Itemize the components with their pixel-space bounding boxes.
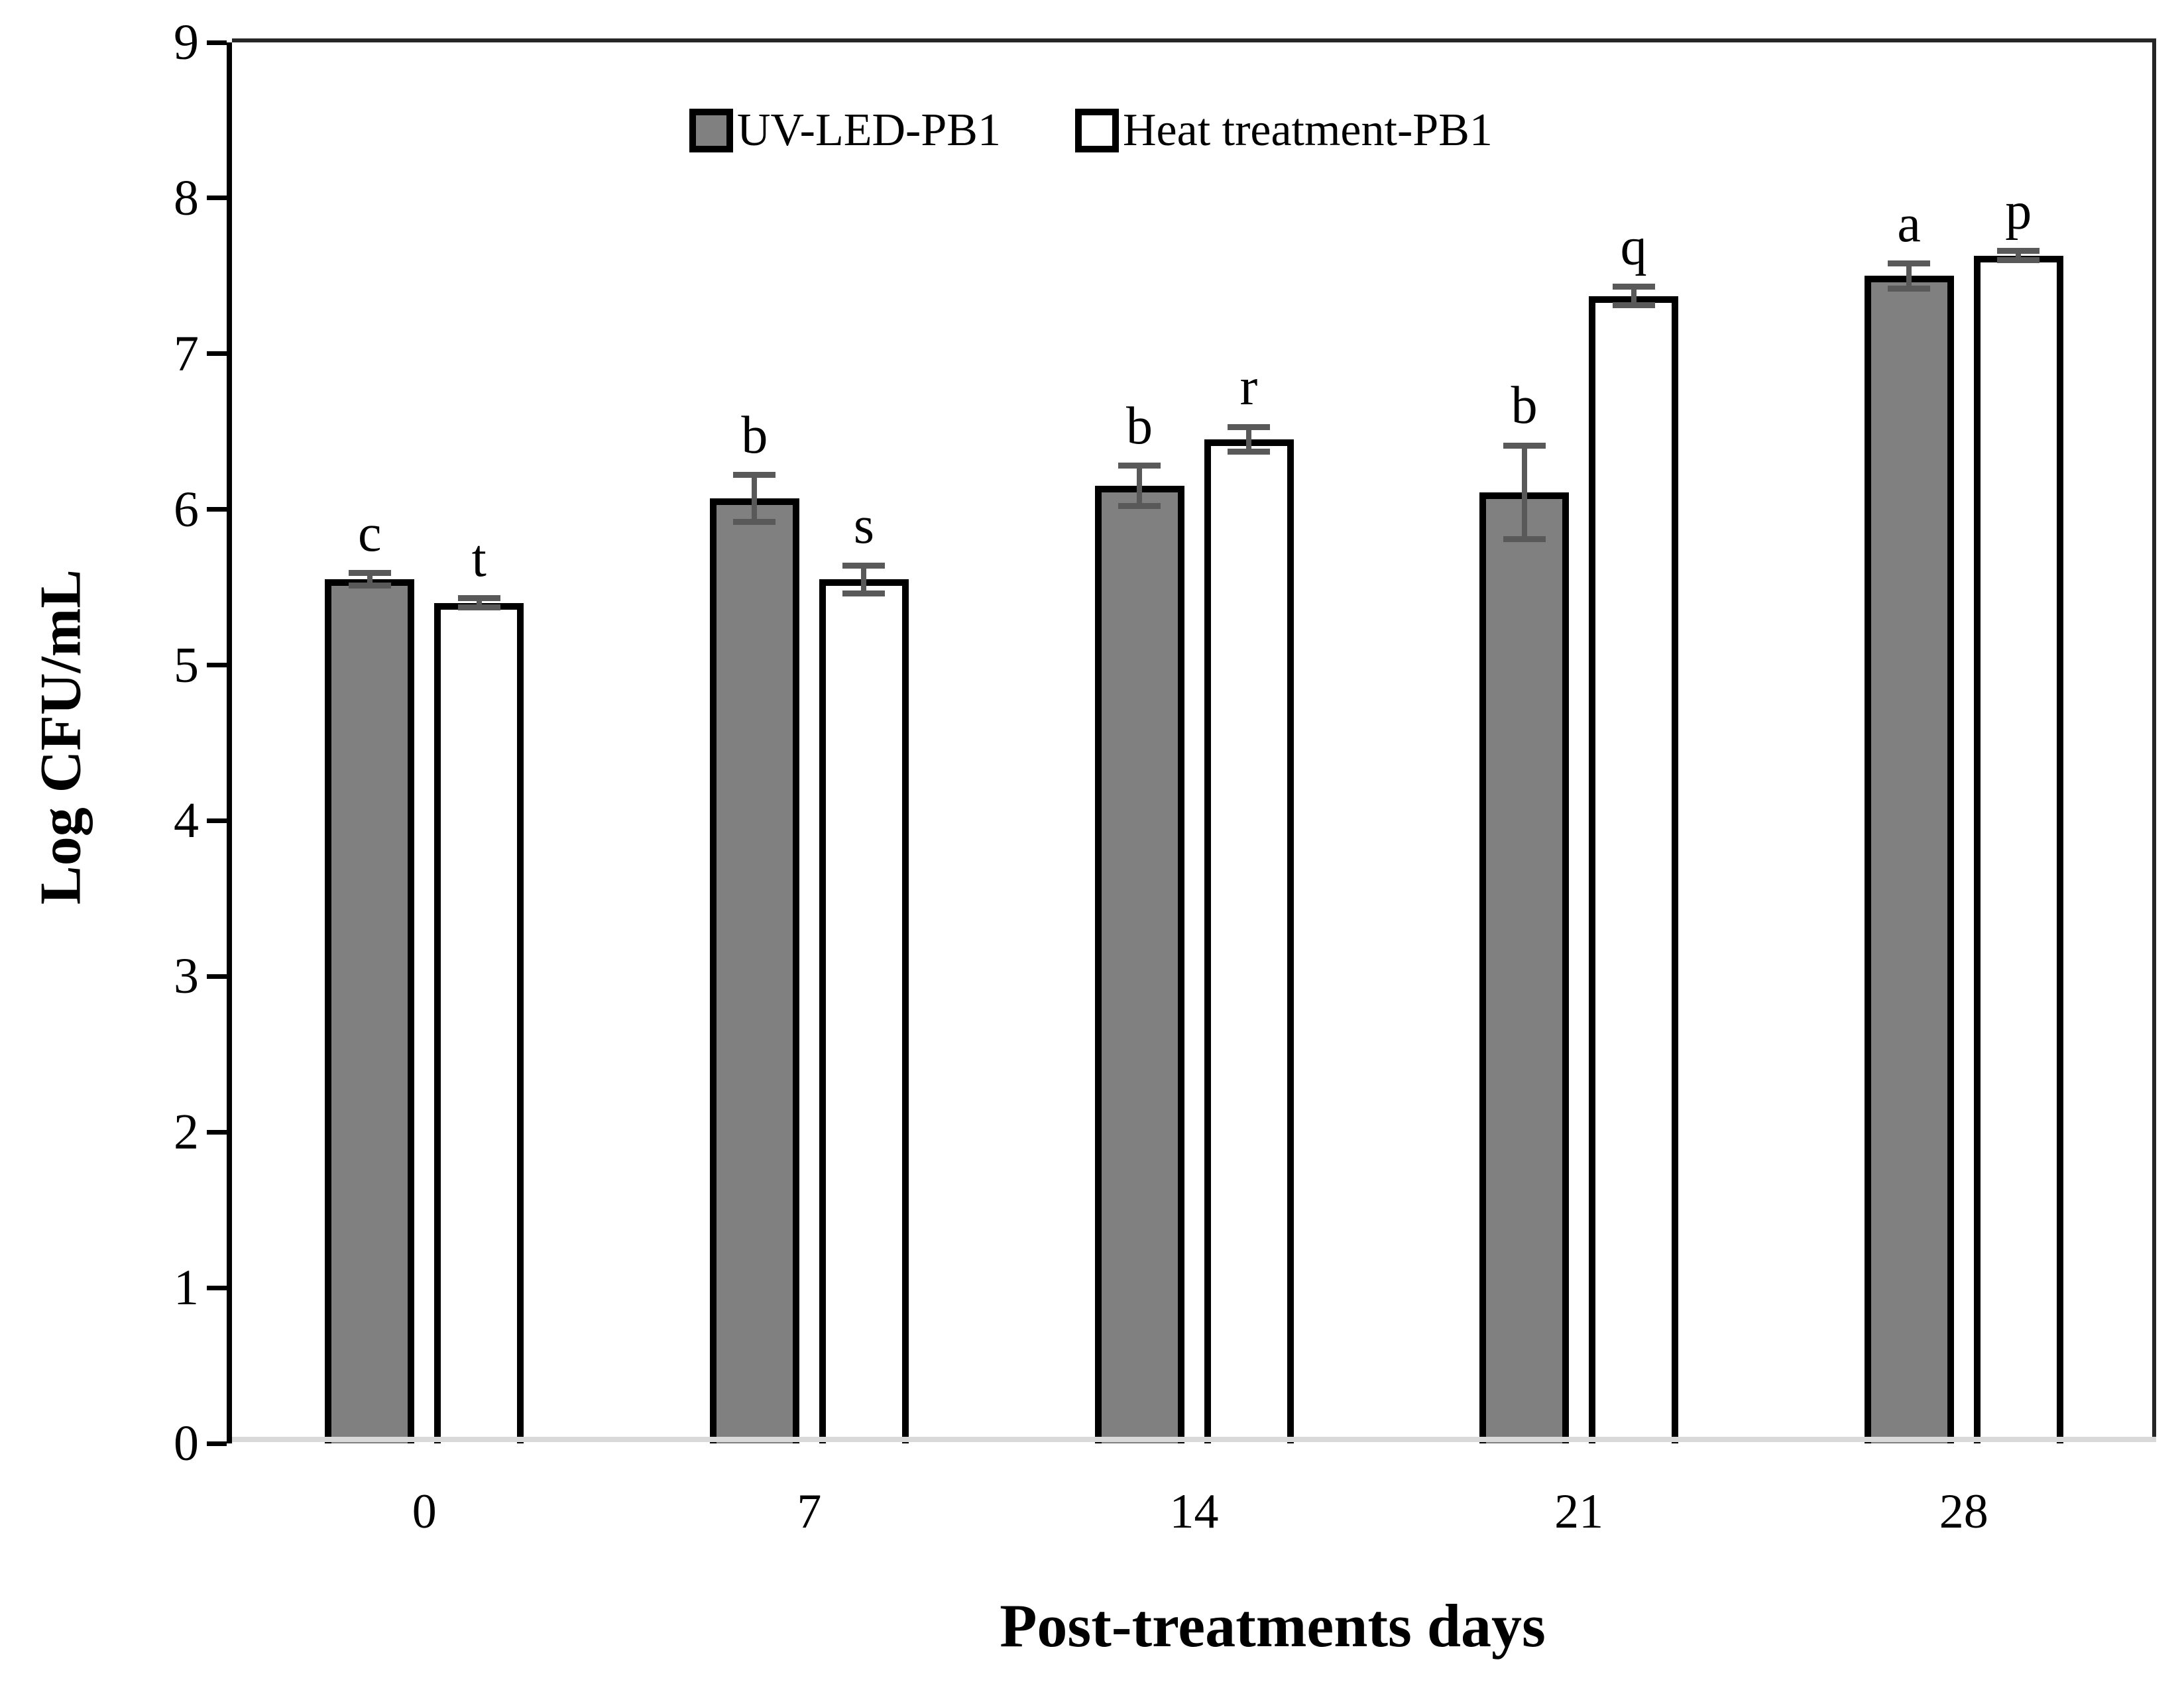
bar-heat-treatment-pb1-day-28 [1973,255,2063,1443]
legend-label-heat-treatment-pb1: Heat treatment-PB1 [1123,105,1493,156]
error-cap-bottom-uv-led-pb1-day-21 [1503,535,1546,542]
error-cap-bottom-heat-treatment-pb1-day-28 [1997,257,2040,264]
error-bar-heat-treatment-pb1-day-14 [1246,427,1251,452]
error-cap-bottom-uv-led-pb1-day-14 [1118,503,1161,510]
legend: UV-LED-PB1 Heat treatment-PB1 [689,107,1493,154]
bar-heat-treatment-pb1-day-14 [1204,439,1294,1443]
y-tick-label-8: 8 [174,170,199,226]
error-cap-top-heat-treatment-pb1-day-0 [457,595,500,602]
error-cap-bottom-heat-treatment-pb1-day-14 [1228,449,1270,455]
y-tick-label-5: 5 [174,637,199,693]
y-tick-5 [207,663,227,668]
significance-letter-heat-treatment-pb1-day-21: q [1620,217,1647,276]
x-axis-baseline [232,1437,2156,1442]
error-cap-top-uv-led-pb1-day-28 [1888,260,1931,267]
bar-uv-led-pb1-day-0 [325,579,415,1443]
error-cap-top-uv-led-pb1-day-0 [348,570,391,577]
legend-item-uv-led-pb1: UV-LED-PB1 [689,107,1001,154]
y-tick-8 [207,196,227,201]
error-cap-top-heat-treatment-pb1-day-14 [1228,423,1270,430]
legend-label-uv-led-pb1: UV-LED-PB1 [737,105,1001,156]
x-axis-title: Post-treatments days [1000,1592,1546,1659]
significance-letter-heat-treatment-pb1-day-28: p [2005,182,2032,241]
y-tick-9 [207,40,227,45]
y-tick-label-2: 2 [174,1104,199,1160]
y-tick-1 [207,1285,227,1290]
error-bar-uv-led-pb1-day-7 [752,475,758,522]
error-cap-bottom-heat-treatment-pb1-day-0 [457,604,500,611]
y-tick-4 [207,818,227,823]
significance-letter-uv-led-pb1-day-28: a [1897,194,1921,253]
x-tick-label-7: 7 [797,1485,822,1539]
error-cap-bottom-uv-led-pb1-day-7 [733,518,776,525]
bar-heat-treatment-pb1-day-21 [1589,296,1679,1443]
bar-uv-led-pb1-day-7 [709,498,799,1443]
y-tick-6 [207,507,227,512]
significance-letter-uv-led-pb1-day-0: c [358,504,382,563]
y-tick-2 [207,1129,227,1135]
error-cap-bottom-heat-treatment-pb1-day-7 [842,590,886,596]
error-bar-uv-led-pb1-day-14 [1137,465,1142,506]
x-tick-label-28: 28 [1939,1485,1988,1539]
legend-item-heat-treatment-pb1: Heat treatment-PB1 [1075,107,1493,154]
error-bar-uv-led-pb1-day-28 [1906,263,1912,289]
error-cap-top-uv-led-pb1-day-14 [1118,463,1161,469]
y-tick-label-7: 7 [174,325,199,382]
y-tick-label-1: 1 [174,1260,199,1316]
significance-letter-heat-treatment-pb1-day-0: t [471,529,487,588]
error-cap-top-uv-led-pb1-day-21 [1503,442,1546,449]
significance-letter-heat-treatment-pb1-day-14: r [1239,358,1258,417]
y-tick-label-0: 0 [174,1416,199,1471]
error-cap-bottom-uv-led-pb1-day-0 [348,583,391,589]
y-tick-label-4: 4 [174,793,199,849]
x-tick-label-21: 21 [1554,1485,1604,1539]
error-bar-heat-treatment-pb1-day-0 [476,598,482,608]
error-bar-heat-treatment-pb1-day-28 [2016,251,2022,260]
significance-letter-uv-led-pb1-day-14: b [1126,396,1153,455]
error-cap-bottom-uv-led-pb1-day-28 [1888,285,1931,292]
y-tick-7 [207,351,227,357]
significance-letter-uv-led-pb1-day-7: b [741,406,768,465]
uv-led-pb1-swatch-icon [689,109,733,152]
y-tick-label-6: 6 [174,481,199,537]
error-bar-uv-led-pb1-day-21 [1521,445,1527,539]
error-cap-top-heat-treatment-pb1-day-7 [842,562,886,569]
error-cap-top-uv-led-pb1-day-7 [733,472,776,478]
y-axis-line [227,42,232,1443]
error-bar-uv-led-pb1-day-0 [367,573,373,586]
bar-heat-treatment-pb1-day-0 [434,602,524,1443]
significance-letter-heat-treatment-pb1-day-7: s [853,496,874,555]
error-cap-top-heat-treatment-pb1-day-28 [1997,248,2040,254]
error-cap-top-heat-treatment-pb1-day-21 [1612,284,1655,290]
y-axis-title: Log CFU/mL [29,569,93,905]
y-tick-label-9: 9 [174,15,199,70]
plot-area: 0 1 2 3 4 5 6 7 8 9 c t b s b r b q a p 0 7 14 21 28 [174,17,2156,1536]
error-cap-bottom-heat-treatment-pb1-day-21 [1612,302,1655,309]
x-tick-label-0: 0 [412,1485,437,1539]
bar-uv-led-pb1-day-21 [1479,492,1570,1443]
bar-uv-led-pb1-day-14 [1094,486,1184,1443]
error-bar-heat-treatment-pb1-day-21 [1631,286,1637,306]
error-bar-heat-treatment-pb1-day-7 [861,565,867,594]
significance-letter-uv-led-pb1-day-21: b [1511,376,1538,435]
y-tick-3 [207,974,227,979]
y-tick-label-3: 3 [174,948,199,1005]
x-tick-label-14: 14 [1169,1485,1219,1539]
heat-treatment-pb1-swatch-icon [1075,109,1119,152]
bar-uv-led-pb1-day-28 [1864,276,1954,1443]
y-tick-0 [207,1441,227,1446]
bar-heat-treatment-pb1-day-7 [819,579,909,1443]
